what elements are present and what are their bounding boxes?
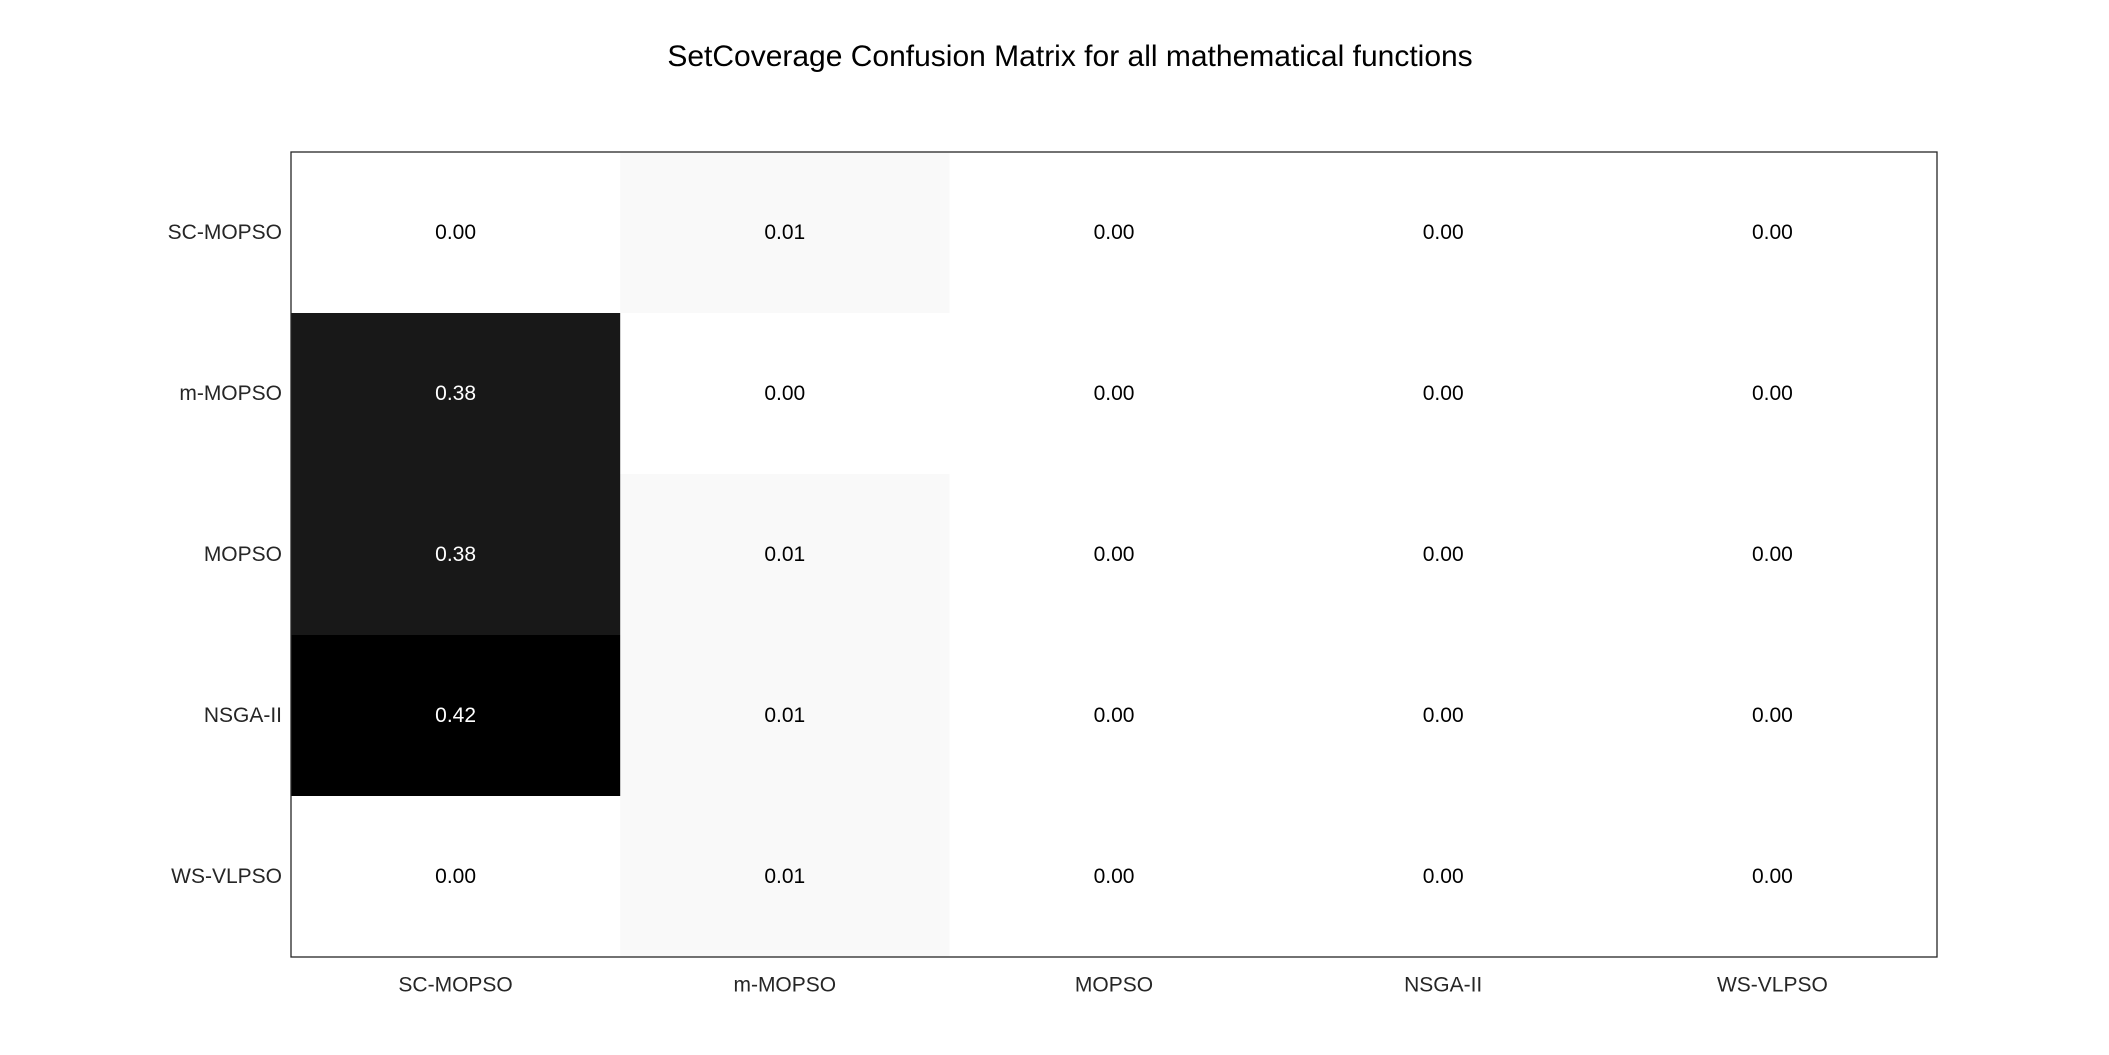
cell-value-label: 0.01: [764, 221, 805, 244]
cell-value-label: 0.01: [764, 704, 805, 727]
cell-value-label: 0.00: [1423, 543, 1464, 566]
y-tick-label: m-MOPSO: [179, 382, 282, 405]
heatmap-cell: [949, 313, 1280, 475]
heatmap-cell: [1278, 635, 1609, 797]
heatmap-cell: [620, 796, 950, 958]
heatmap-cell: [620, 313, 950, 475]
plot-frame: [290, 151, 1938, 958]
y-tick-label: SC-MOPSO: [168, 221, 282, 244]
x-tick-label: NSGA-II: [1404, 974, 1482, 997]
chart-title: SetCoverage Confusion Matrix for all mat…: [667, 40, 1472, 73]
cell-value-label: 0.00: [1094, 543, 1135, 566]
heatmap-cell: [291, 152, 621, 314]
x-axis-tick-labels: SC-MOPSO m-MOPSO MOPSO NSGA-II WS-VLPSO: [398, 974, 1827, 997]
heatmap-cell: [1278, 796, 1609, 958]
heatmap-cell: [949, 152, 1280, 314]
cell-value-label: 0.01: [764, 543, 805, 566]
heatmap-cell: [949, 474, 1280, 636]
heatmap-cell: [291, 635, 621, 797]
cell-value-label: 0.00: [1094, 704, 1135, 727]
heatmap-cell: [1607, 635, 1938, 797]
cell-value-label: 0.01: [764, 865, 805, 888]
cell-value-label: 0.00: [1094, 382, 1135, 405]
cell-value-label: 0.38: [435, 382, 476, 405]
heatmap-cell: [1278, 474, 1609, 636]
cell-value-label: 0.00: [1423, 382, 1464, 405]
heatmap-cell-labels: 0.00 0.01 0.00 0.00 0.00 0.38 0.00 0.00 0.00 0.00…: [435, 221, 1793, 888]
heatmap-cell: [620, 152, 950, 314]
cell-value-label: 0.00: [1752, 382, 1793, 405]
cell-value-label: 0.00: [764, 382, 805, 405]
heatmap-cell: [291, 796, 621, 958]
y-tick-label: MOPSO: [204, 543, 282, 566]
heatmap-cell: [949, 796, 1280, 958]
x-tick-label: m-MOPSO: [733, 974, 836, 997]
heatmap-cells: [291, 152, 1938, 958]
heatmap-cell: [1278, 152, 1609, 314]
heatmap-cell: [1607, 474, 1938, 636]
heatmap-cell: [620, 474, 950, 636]
cell-value-label: 0.00: [1423, 865, 1464, 888]
cell-value-label: 0.00: [435, 865, 476, 888]
cell-value-label: 0.42: [435, 704, 476, 727]
cell-value-label: 0.00: [1752, 221, 1793, 244]
heatmap-cell: [1607, 313, 1938, 475]
cell-value-label: 0.00: [1094, 865, 1135, 888]
cell-value-label: 0.00: [1094, 221, 1135, 244]
cell-value-label: 0.00: [1752, 543, 1793, 566]
y-tick-label: WS-VLPSO: [171, 865, 282, 888]
cell-value-label: 0.00: [435, 221, 476, 244]
x-tick-label: SC-MOPSO: [398, 974, 512, 997]
heatmap-cell: [1607, 152, 1938, 314]
cell-value-label: 0.38: [435, 543, 476, 566]
heatmap-cell: [1278, 313, 1609, 475]
heatmap-cell: [1607, 796, 1938, 958]
cell-value-label: 0.00: [1423, 704, 1464, 727]
cell-value-label: 0.00: [1752, 704, 1793, 727]
heatmap-cell: [620, 635, 950, 797]
heatmap-cell: [291, 474, 621, 636]
y-tick-label: NSGA-II: [204, 704, 282, 727]
x-tick-label: WS-VLPSO: [1717, 974, 1828, 997]
x-tick-label: MOPSO: [1075, 974, 1153, 997]
heatmap-cell: [949, 635, 1280, 797]
cell-value-label: 0.00: [1752, 865, 1793, 888]
cell-value-label: 0.00: [1423, 221, 1464, 244]
y-axis-tick-labels: SC-MOPSO m-MOPSO MOPSO NSGA-II WS-VLPSO: [168, 221, 282, 888]
heatmap-cell: [291, 313, 621, 475]
